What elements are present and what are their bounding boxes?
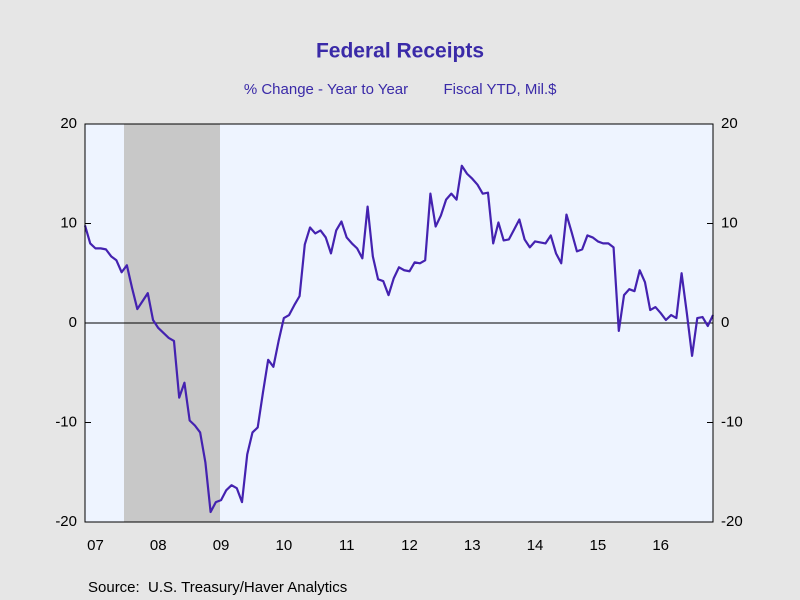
y2-tick-label: 20: [721, 115, 738, 132]
chart-units: Fiscal YTD, Mil.$: [443, 81, 557, 98]
chart-title: Federal Receipts: [316, 40, 484, 63]
x-tick-label: 16: [652, 537, 669, 554]
y2-tick-label: -10: [721, 413, 743, 430]
plot-border: [84, 123, 714, 523]
y2-tick-label: -20: [721, 513, 743, 530]
x-tick-label: 11: [339, 537, 355, 554]
x-tick-label: 07: [87, 537, 104, 554]
data-line: [83, 164, 714, 514]
x-tick-label: 13: [464, 537, 481, 554]
x-tick-label: 14: [527, 537, 544, 554]
y-tick-label: 20: [60, 115, 77, 132]
x-tick-label: 10: [276, 537, 293, 554]
x-tick-label: 09: [213, 537, 230, 554]
y-tick-label: 10: [60, 214, 77, 231]
y2-tick-label: 0: [721, 314, 729, 331]
source-note: Source: U.S. Treasury/Haver Analytics: [88, 579, 347, 596]
y2-tick-label: 10: [721, 214, 738, 231]
chart-subtitle: % Change - Year to Year: [244, 81, 408, 98]
y-tick-label: 0: [69, 314, 77, 331]
x-tick-label: 12: [401, 537, 418, 554]
x-tick-label: 08: [150, 537, 167, 554]
y-tick-label: -10: [55, 413, 77, 430]
x-tick-label: 15: [590, 537, 607, 554]
y-tick-label: -20: [55, 513, 77, 530]
